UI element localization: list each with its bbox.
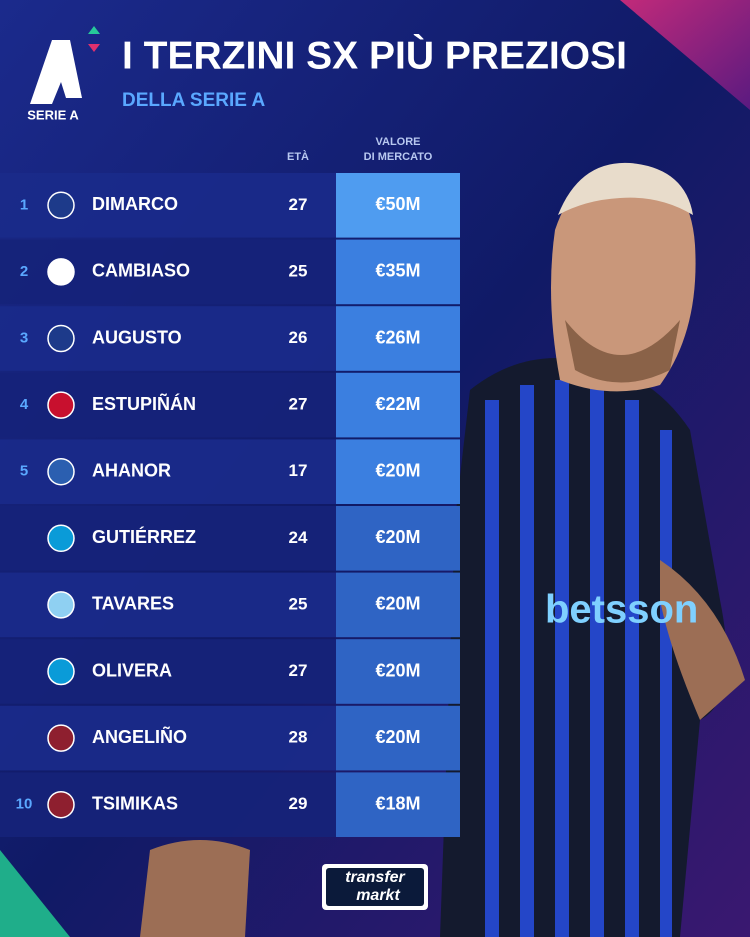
decor — [620, 0, 750, 110]
value-cell — [336, 705, 460, 771]
rank: 3 — [20, 329, 28, 346]
rank: 2 — [20, 263, 28, 280]
transfermarkt-logo: transfer markt — [322, 864, 428, 910]
player-name: AUGUSTO — [92, 327, 182, 347]
column-header: ETÀ — [287, 150, 309, 163]
age: 26 — [289, 328, 308, 347]
player-name: OLIVERA — [92, 660, 172, 680]
club-badge — [47, 457, 75, 486]
value-cell — [336, 572, 460, 638]
club-badge — [47, 591, 75, 619]
club-badge — [47, 324, 75, 353]
value-cell — [336, 439, 460, 504]
age: 27 — [289, 395, 308, 414]
age: 17 — [289, 461, 308, 480]
value-cell — [336, 239, 460, 305]
club-badge — [47, 191, 75, 220]
column-header: DI MERCATO — [364, 151, 433, 163]
column-header: VALORE — [375, 136, 420, 148]
value-cell — [336, 639, 460, 704]
market-value: €20M — [375, 727, 420, 747]
age: 29 — [289, 794, 308, 813]
player-name: AHANOR — [92, 460, 171, 480]
market-value: €50M — [375, 194, 420, 214]
age: 24 — [289, 528, 308, 547]
market-value: €20M — [375, 594, 420, 614]
player-name: ESTUPIÑÁN — [92, 393, 196, 414]
player-name: TSIMIKAS — [92, 793, 178, 813]
player-name: TAVARES — [92, 594, 174, 614]
value-cell — [336, 772, 460, 837]
club-badge — [47, 258, 75, 286]
rank: 4 — [20, 396, 29, 413]
club-badge — [47, 524, 75, 553]
club-badge — [47, 657, 75, 686]
table: 1 DIMARCO 27 €50M 2 CAMBIASO 25 €35M 3 AUGUSTO 26 €… — [0, 173, 460, 837]
age: 27 — [289, 195, 308, 214]
market-value: €26M — [375, 327, 420, 347]
logo-text: SERIE A — [27, 107, 79, 122]
market-value: €18M — [375, 793, 420, 813]
market-value: €20M — [375, 660, 420, 680]
age: 25 — [289, 594, 308, 613]
age: 27 — [289, 661, 308, 680]
value-cell — [336, 306, 460, 371]
market-value: €22M — [375, 394, 420, 414]
value-cell — [336, 506, 460, 571]
player-name: DIMARCO — [92, 194, 178, 214]
decor — [0, 850, 70, 937]
market-value: €20M — [375, 527, 420, 547]
player-name: GUTIÉRREZ — [92, 526, 196, 547]
club-badge — [47, 790, 75, 819]
logo-text: transfer — [345, 869, 405, 886]
rank: 10 — [16, 796, 33, 813]
subtitle: DELLA SERIE A — [122, 90, 265, 111]
rank: 5 — [20, 463, 28, 480]
age: 25 — [289, 261, 308, 280]
value-cell — [336, 173, 460, 238]
value-cell — [336, 372, 460, 438]
player-image: betsson — [140, 162, 745, 937]
club-badge — [47, 391, 75, 419]
market-value: €20M — [375, 460, 420, 480]
club-badge — [47, 724, 75, 752]
rank: 1 — [20, 196, 28, 213]
player-name: CAMBIASO — [92, 261, 190, 281]
logo-text: markt — [356, 887, 400, 904]
player-name: ANGELIÑO — [92, 726, 187, 747]
svg-text:betsson: betsson — [545, 588, 698, 632]
serie-a-logo: SERIE A — [27, 26, 100, 122]
title: I TERZINI SX PIÙ PREZIOSI — [122, 33, 627, 77]
age: 28 — [289, 728, 308, 747]
market-value: €35M — [375, 261, 420, 281]
